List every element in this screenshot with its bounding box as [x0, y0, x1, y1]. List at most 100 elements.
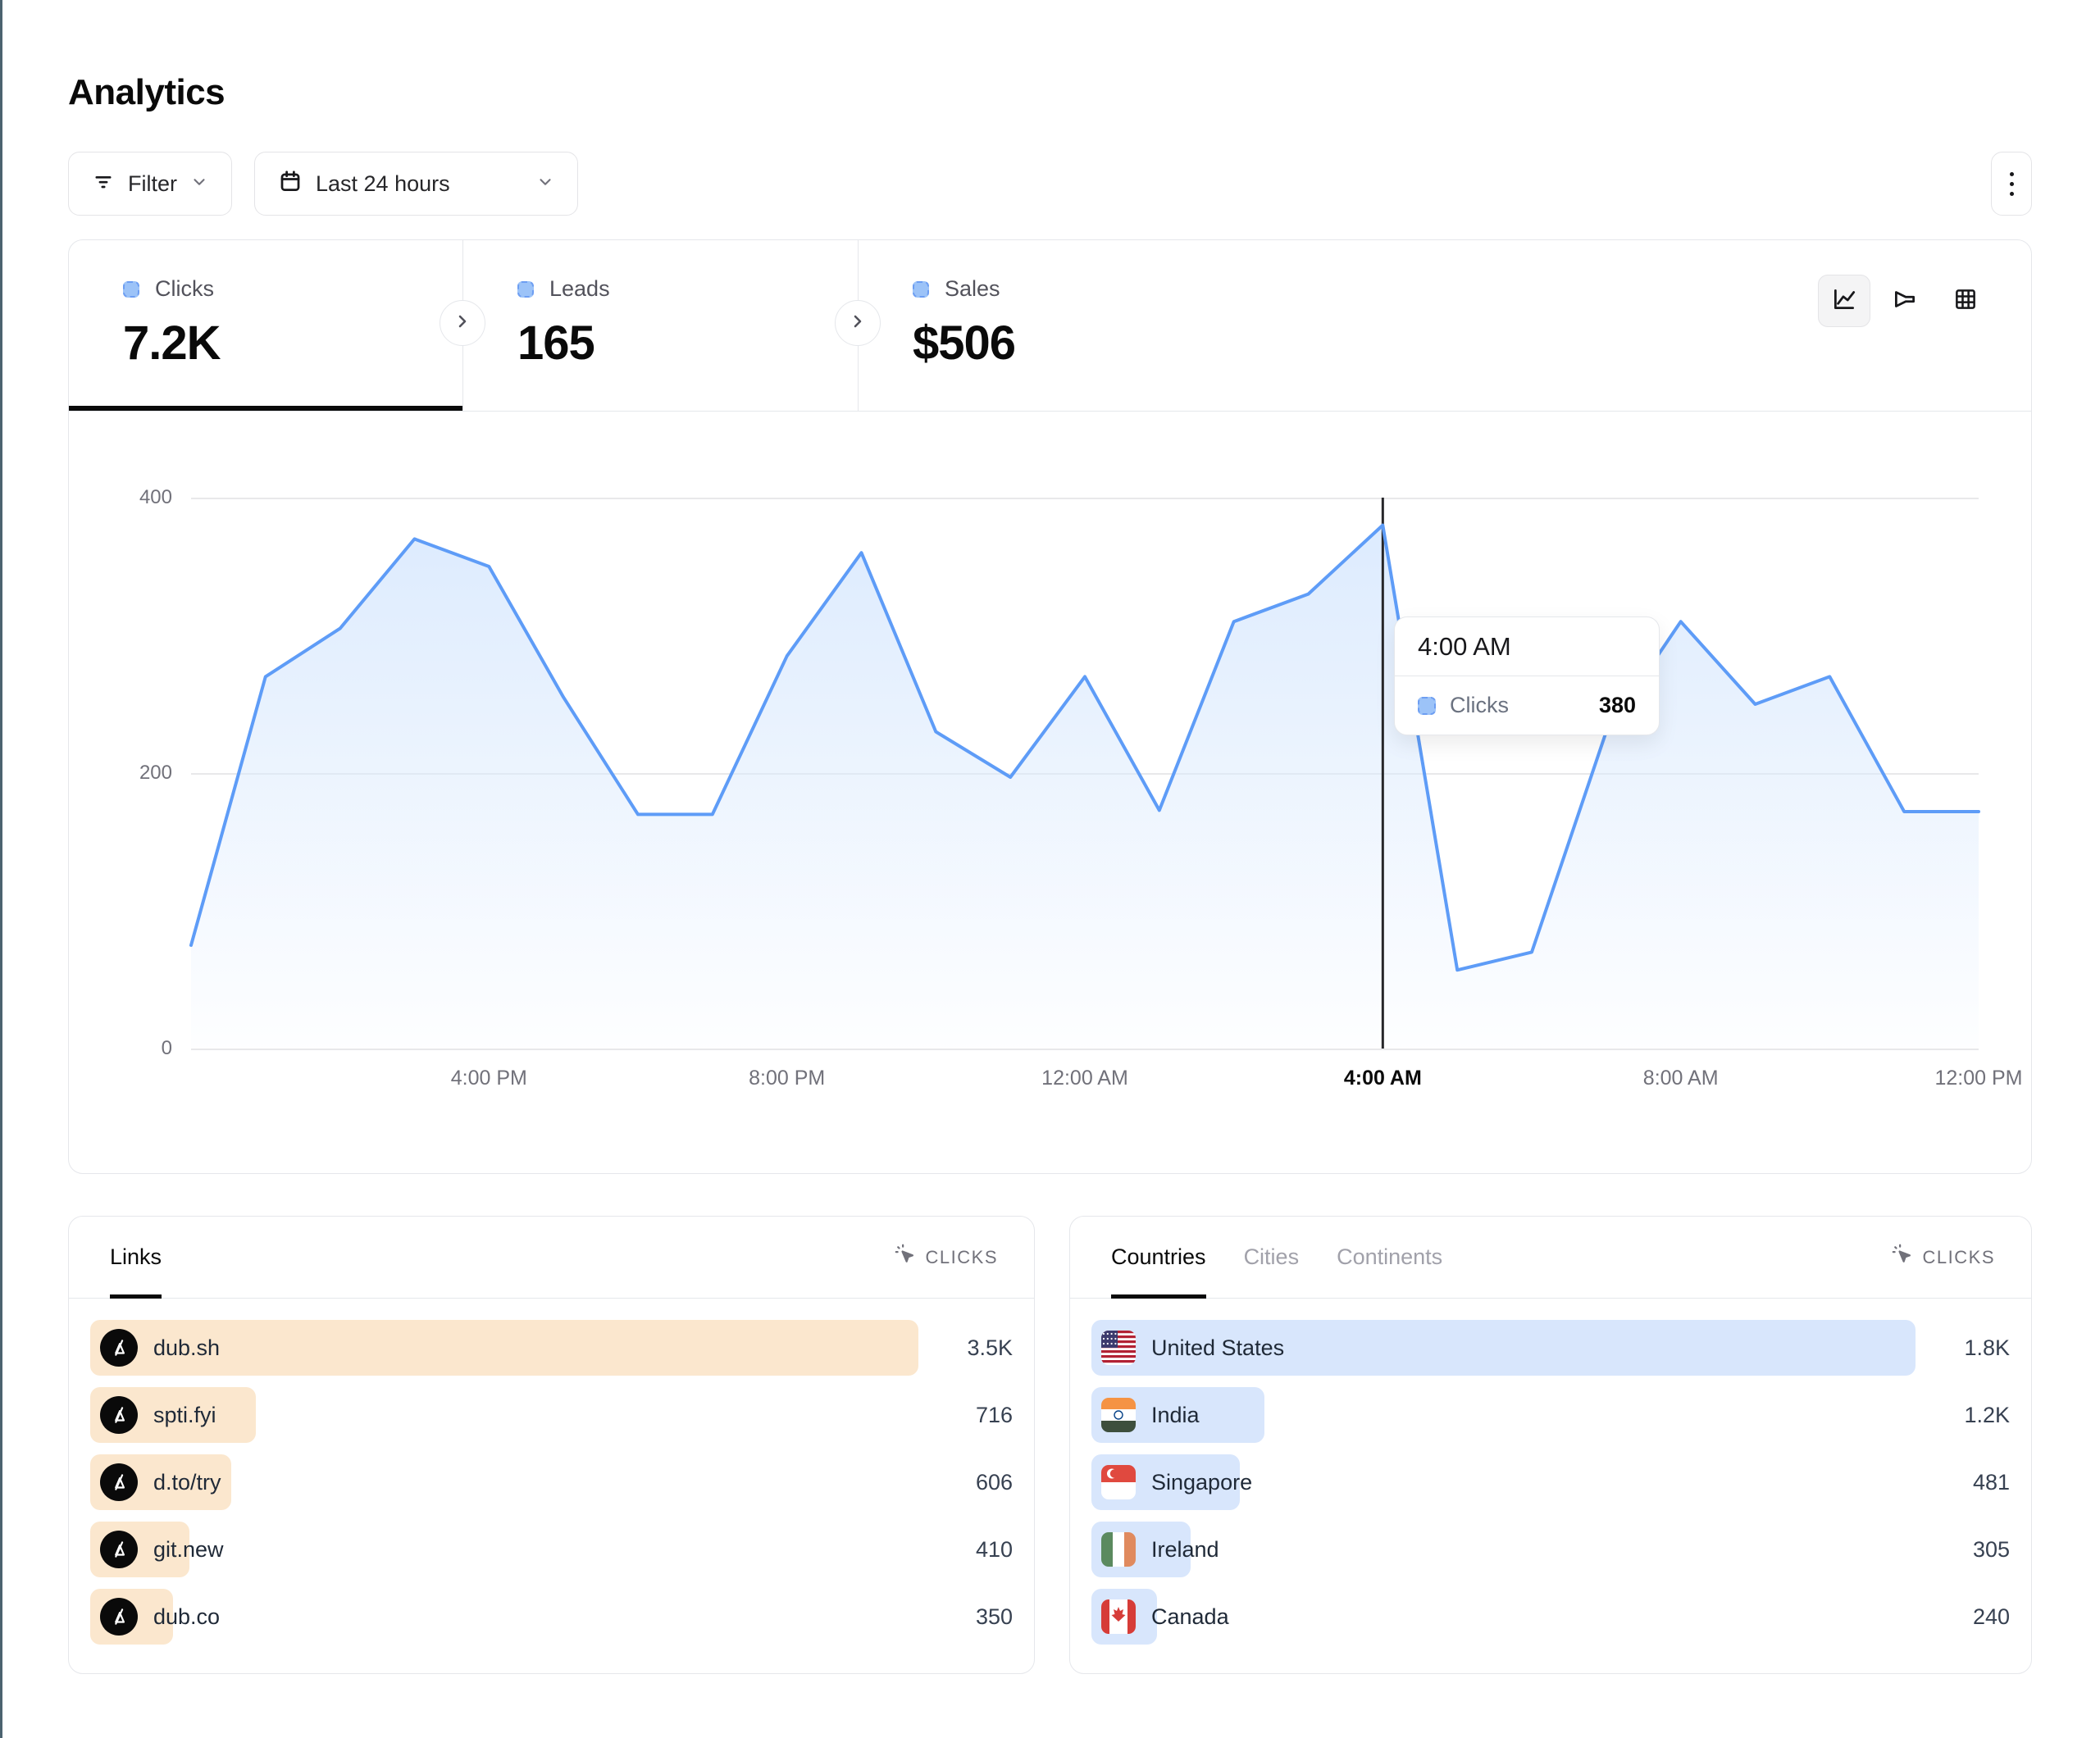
link-row[interactable]: git.new 410 — [90, 1522, 1013, 1577]
kebab-menu-icon — [2009, 171, 2014, 196]
analytics-card: Clicks 7.2K Leads 165 Sales $506 — [68, 239, 2032, 1174]
date-range-button[interactable]: Last 24 hours — [254, 152, 578, 216]
dub-logo-icon — [100, 1598, 138, 1636]
tab-sales[interactable]: Sales $506 — [858, 240, 1317, 411]
link-row[interactable]: dub.sh 3.5K — [90, 1320, 1013, 1376]
links-metric-label: CLICKS — [925, 1246, 998, 1267]
country-bar-zone — [1091, 1387, 1916, 1443]
funnel-chart-icon — [1891, 285, 1919, 317]
countries-list: United States 1.8K India 1.2K Singapore 481 Ir… — [1070, 1299, 2031, 1666]
line-chart-icon — [1830, 285, 1858, 317]
country-clicks-value: 240 — [1972, 1604, 2010, 1629]
filter-lines-icon — [92, 170, 115, 198]
dub-logo-icon — [100, 1329, 138, 1367]
country-row[interactable]: Singapore 481 — [1091, 1454, 2010, 1510]
cursor-click-icon — [895, 1244, 917, 1271]
links-panel: Links CLICKS dub.sh 3.5K spti.fyi 716 d.to/t… — [68, 1216, 1035, 1674]
country-row[interactable]: Canada 240 — [1091, 1589, 2010, 1645]
x-tick-label: 4:00 PM — [450, 1067, 527, 1090]
country-label: India — [1151, 1402, 1200, 1427]
toolbar: Filter Last 24 hours — [68, 152, 578, 216]
tab-countries[interactable]: Countries — [1111, 1217, 1206, 1299]
country-row[interactable]: Ireland 305 — [1091, 1522, 2010, 1577]
filter-button[interactable]: Filter — [68, 152, 232, 216]
link-label: git.new — [153, 1536, 224, 1562]
clicks-legend-swatch — [123, 280, 139, 298]
country-clicks-value: 1.8K — [1964, 1335, 2010, 1360]
ie-flag-icon — [1101, 1532, 1136, 1567]
table-view-button[interactable] — [1939, 275, 1992, 327]
links-metric-selector[interactable]: CLICKS — [895, 1244, 998, 1271]
country-bar-zone — [1091, 1320, 1916, 1376]
tab-leads[interactable]: Leads 165 — [462, 240, 858, 411]
chevron-down-icon — [536, 171, 554, 197]
table-grid-icon — [1952, 285, 1979, 317]
in-flag-icon — [1101, 1398, 1136, 1432]
date-range-label: Last 24 hours — [316, 171, 450, 196]
tab-clicks[interactable]: Clicks 7.2K — [69, 240, 462, 411]
sales-legend-swatch — [913, 280, 929, 298]
link-clicks-value: 3.5K — [967, 1335, 1013, 1360]
countries-panel: Countries Cities Continents CLICKS United … — [1069, 1216, 2032, 1674]
chart-canvas — [189, 498, 1980, 1049]
stat-value: $506 — [913, 316, 1016, 370]
filter-button-label: Filter — [128, 171, 177, 196]
area-fill — [191, 525, 1979, 1049]
tab-continents[interactable]: Continents — [1337, 1244, 1443, 1269]
link-row[interactable]: d.to/try 606 — [90, 1454, 1013, 1510]
chevron-right-icon — [453, 312, 472, 335]
country-row[interactable]: United States 1.8K — [1091, 1320, 2010, 1376]
x-tick-label: 12:00 PM — [1934, 1067, 2023, 1090]
tab-cities[interactable]: Cities — [1243, 1244, 1300, 1269]
dub-logo-icon — [100, 1463, 138, 1501]
geo-tabs: Countries Cities Continents — [1111, 1217, 1443, 1299]
cursor-click-icon — [1892, 1244, 1914, 1271]
funnel-view-button[interactable] — [1879, 275, 1931, 327]
active-tab-underline — [69, 406, 462, 411]
stat-value: 165 — [517, 316, 595, 370]
country-clicks-value: 305 — [1972, 1536, 2010, 1562]
chevron-down-icon — [190, 171, 208, 197]
stat-value: 7.2K — [123, 316, 221, 370]
stat-label: Sales — [945, 276, 1000, 301]
dub-logo-icon — [100, 1531, 138, 1568]
clicks-line — [189, 523, 1980, 972]
expand-leads-button[interactable] — [835, 300, 881, 346]
link-label: dub.co — [153, 1604, 221, 1629]
tooltip-value: 380 — [1598, 693, 1636, 717]
stat-label: Leads — [549, 276, 610, 301]
tooltip-series-label: Clicks — [1450, 693, 1509, 717]
country-row[interactable]: India 1.2K — [1091, 1387, 2010, 1443]
link-row[interactable]: spti.fyi 716 — [90, 1387, 1013, 1443]
link-label: dub.sh — [153, 1335, 221, 1360]
tab-links[interactable]: Links — [110, 1217, 162, 1299]
y-tick-label: 400 — [139, 486, 172, 508]
country-clicks-value: 481 — [1972, 1469, 2010, 1495]
link-clicks-value: 350 — [975, 1604, 1013, 1629]
stat-tabs-row: Clicks 7.2K Leads 165 Sales $506 — [69, 240, 2031, 412]
link-clicks-value: 606 — [975, 1469, 1013, 1495]
link-bar — [90, 1320, 918, 1376]
links-list: dub.sh 3.5K spti.fyi 716 d.to/try 606 git.new 4… — [69, 1299, 1034, 1666]
expand-clicks-button[interactable] — [440, 300, 485, 346]
countries-metric-selector[interactable]: CLICKS — [1892, 1244, 1995, 1271]
clicks-area-chart[interactable]: 0 200 400 4:00 PM 8:00 PM 12:00 AM 4:00 AM 8:0… — [139, 486, 2023, 1090]
line-chart-view-button[interactable] — [1818, 275, 1870, 327]
y-tick-label: 0 — [161, 1037, 172, 1059]
kebab-menu-button[interactable] — [1991, 152, 2032, 216]
link-bar-zone — [90, 1320, 918, 1376]
y-tick-label: 200 — [139, 762, 172, 784]
link-label: spti.fyi — [153, 1402, 216, 1427]
country-label: Singapore — [1151, 1469, 1253, 1495]
gridline-400 — [191, 498, 1979, 499]
leads-legend-swatch — [517, 280, 534, 298]
country-label: Ireland — [1151, 1536, 1219, 1562]
page-title: Analytics — [68, 72, 225, 112]
x-tick-label: 8:00 AM — [1642, 1067, 1719, 1090]
countries-metric-label: CLICKS — [1922, 1246, 1995, 1267]
country-label: United States — [1151, 1335, 1285, 1360]
x-tick-label: 8:00 PM — [749, 1067, 826, 1090]
link-row[interactable]: dub.co 350 — [90, 1589, 1013, 1645]
ca-flag-icon — [1101, 1599, 1136, 1634]
